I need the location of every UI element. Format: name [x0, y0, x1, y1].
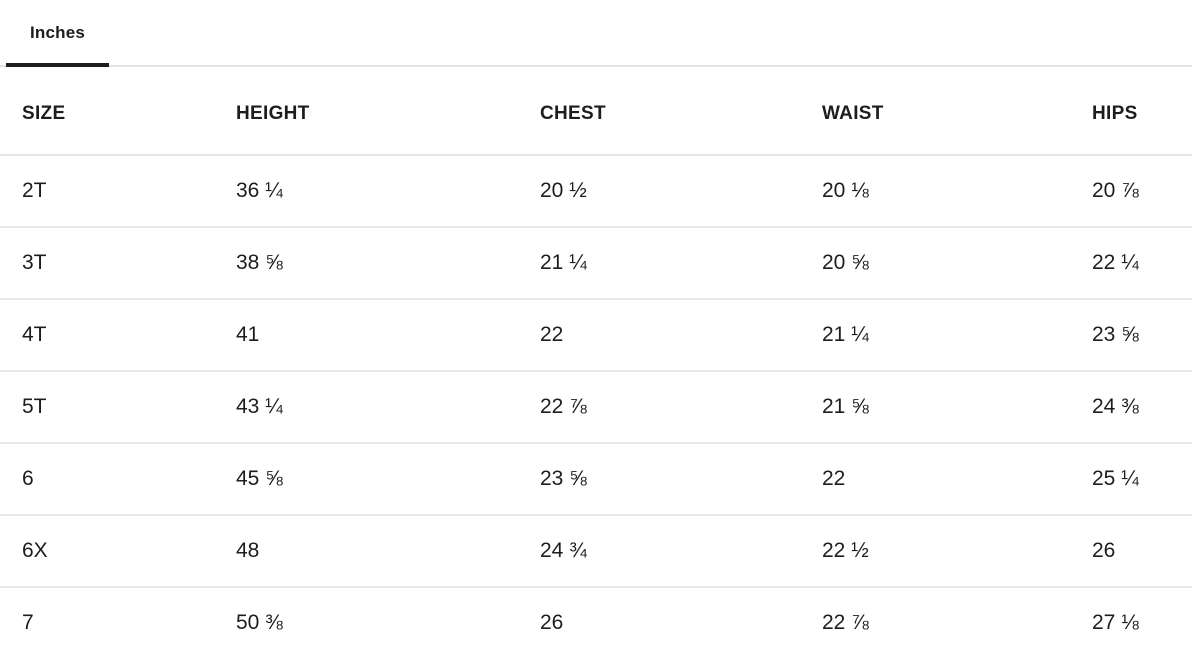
cell-waist: 22	[822, 443, 1092, 516]
cell-waist: 21 ⅝	[822, 371, 1092, 444]
cell-size: 6X	[0, 515, 236, 588]
column-header-height: HEIGHT	[236, 67, 540, 156]
cell-height: 45 ⅝	[236, 443, 540, 516]
table-row: 6X 48 24 ¾ 22 ½ 26	[0, 515, 1192, 588]
cell-size: 5T	[0, 371, 236, 444]
cell-height: 41	[236, 299, 540, 372]
cell-size: 6	[0, 443, 236, 516]
table-row: 5T 43 ¼ 22 ⅞ 21 ⅝ 24 ⅜	[0, 371, 1192, 444]
table-body: 2T 36 ¼ 20 ½ 20 ⅛ 20 ⅞ 3T 38 ⅝ 21 ¼ 20 ⅝…	[0, 155, 1192, 650]
unit-tabbar: Inches	[0, 0, 1192, 67]
cell-hips: 22 ¼	[1092, 227, 1192, 300]
column-header-hips: HIPS	[1092, 67, 1192, 156]
cell-hips: 26	[1092, 515, 1192, 588]
cell-height: 43 ¼	[236, 371, 540, 444]
cell-size: 3T	[0, 227, 236, 300]
cell-chest: 21 ¼	[540, 227, 822, 300]
cell-chest: 26	[540, 587, 822, 650]
cell-waist: 20 ⅛	[822, 155, 1092, 228]
header-row: SIZE HEIGHT CHEST WAIST HIPS	[0, 67, 1192, 156]
cell-hips: 20 ⅞	[1092, 155, 1192, 228]
tab-inches-label: Inches	[30, 22, 86, 42]
cell-hips: 25 ¼	[1092, 443, 1192, 516]
table-row: 4T 41 22 21 ¼ 23 ⅝	[0, 299, 1192, 372]
cell-chest: 22	[540, 299, 822, 372]
size-chart-table: SIZE HEIGHT CHEST WAIST HIPS 2T 36 ¼ 20 …	[0, 67, 1192, 650]
tab-inches[interactable]: Inches	[6, 0, 110, 67]
table-header: SIZE HEIGHT CHEST WAIST HIPS	[0, 67, 1192, 156]
cell-waist: 22 ½	[822, 515, 1092, 588]
column-header-chest: CHEST	[540, 67, 822, 156]
cell-height: 48	[236, 515, 540, 588]
table-row: 7 50 ⅜ 26 22 ⅞ 27 ⅛	[0, 587, 1192, 650]
table-row: 6 45 ⅝ 23 ⅝ 22 25 ¼	[0, 443, 1192, 516]
cell-height: 38 ⅝	[236, 227, 540, 300]
cell-chest: 20 ½	[540, 155, 822, 228]
cell-waist: 21 ¼	[822, 299, 1092, 372]
cell-hips: 23 ⅝	[1092, 299, 1192, 372]
cell-hips: 27 ⅛	[1092, 587, 1192, 650]
table-row: 3T 38 ⅝ 21 ¼ 20 ⅝ 22 ¼	[0, 227, 1192, 300]
cell-chest: 22 ⅞	[540, 371, 822, 444]
cell-chest: 23 ⅝	[540, 443, 822, 516]
cell-waist: 22 ⅞	[822, 587, 1092, 650]
table-row: 2T 36 ¼ 20 ½ 20 ⅛ 20 ⅞	[0, 155, 1192, 228]
cell-size: 4T	[0, 299, 236, 372]
cell-size: 2T	[0, 155, 236, 228]
column-header-waist: WAIST	[822, 67, 1092, 156]
cell-height: 50 ⅜	[236, 587, 540, 650]
column-header-size: SIZE	[0, 67, 236, 156]
cell-hips: 24 ⅜	[1092, 371, 1192, 444]
cell-height: 36 ¼	[236, 155, 540, 228]
cell-size: 7	[0, 587, 236, 650]
cell-chest: 24 ¾	[540, 515, 822, 588]
cell-waist: 20 ⅝	[822, 227, 1092, 300]
